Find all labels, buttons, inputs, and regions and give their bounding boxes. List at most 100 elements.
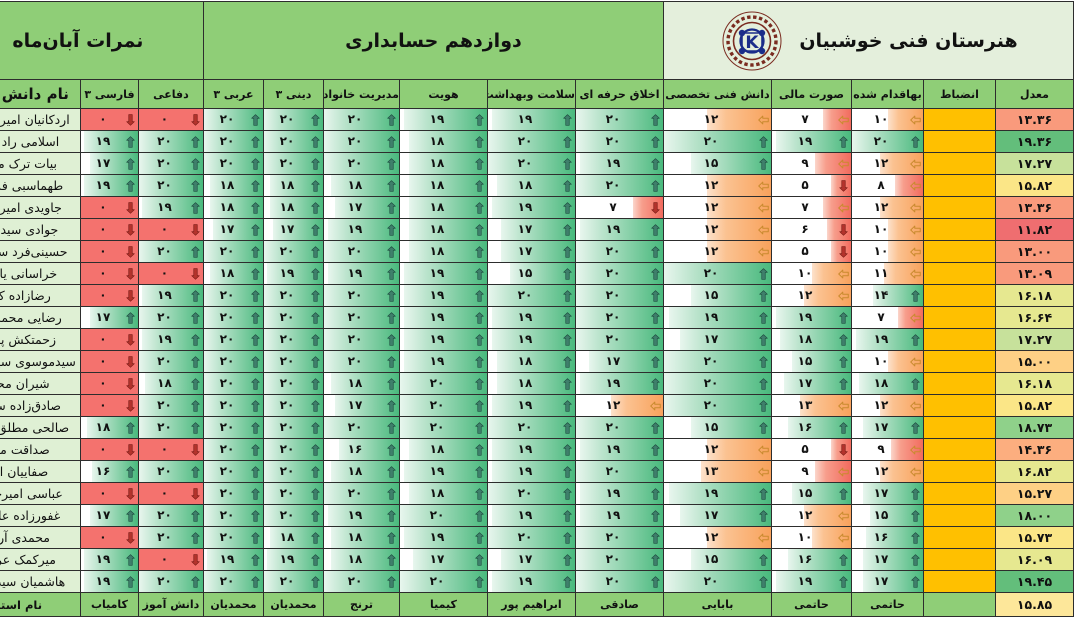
discipline-cell[interactable] bbox=[923, 218, 996, 241]
discipline-cell[interactable] bbox=[923, 460, 996, 483]
grade-cell-health[interactable]: ۲۰ bbox=[486, 482, 576, 505]
grade-cell-ethics[interactable]: ۷ bbox=[574, 196, 664, 219]
grade-cell-defense[interactable]: ۰ bbox=[137, 438, 204, 461]
grade-cell-farsi[interactable]: ۰ bbox=[79, 526, 139, 549]
teacher-farsi[interactable]: کامیاب bbox=[79, 592, 139, 617]
grade-cell-defense[interactable]: ۲۰ bbox=[137, 306, 204, 329]
grade-cell-finance[interactable]: ۱۲ bbox=[771, 504, 852, 527]
grade-cell-family[interactable]: ۱۸ bbox=[322, 526, 400, 549]
grade-cell-identity[interactable]: ۲۰ bbox=[398, 504, 488, 527]
discipline-cell[interactable] bbox=[923, 196, 996, 219]
grade-cell-health[interactable]: ۱۹ bbox=[486, 504, 576, 527]
grade-cell-beha[interactable]: ۸ bbox=[851, 174, 924, 197]
grade-cell-health[interactable]: ۱۷ bbox=[486, 548, 576, 571]
grade-cell-farsi[interactable]: ۱۹ bbox=[79, 548, 139, 571]
grade-cell-defense[interactable]: ۲۰ bbox=[137, 526, 204, 549]
grade-cell-techknow[interactable]: ۲۰ bbox=[662, 130, 773, 153]
grade-cell-arabic[interactable]: ۱۸ bbox=[202, 196, 264, 219]
grade-cell-religion[interactable]: ۲۰ bbox=[262, 394, 324, 417]
grade-cell-techknow[interactable]: ۱۵ bbox=[662, 152, 773, 175]
discipline-cell[interactable] bbox=[923, 570, 996, 593]
grade-cell-health[interactable]: ۱۸ bbox=[486, 350, 576, 373]
grade-cell-arabic[interactable]: ۲۰ bbox=[202, 460, 264, 483]
grade-cell-techknow[interactable]: ۲۰ bbox=[662, 570, 773, 593]
grade-cell-beha[interactable]: ۱۰ bbox=[851, 108, 924, 131]
grade-cell-identity[interactable]: ۱۸ bbox=[398, 130, 488, 153]
grade-cell-techknow[interactable]: ۱۵ bbox=[662, 416, 773, 439]
grade-cell-health[interactable]: ۲۰ bbox=[486, 284, 576, 307]
grade-cell-beha[interactable]: ۱۲ bbox=[851, 152, 924, 175]
grade-cell-beha[interactable]: ۱۴ bbox=[851, 284, 924, 307]
grade-cell-ethics[interactable]: ۱۹ bbox=[574, 438, 664, 461]
student-name-cell[interactable]: عباسی امیرحسین bbox=[0, 482, 81, 505]
grade-cell-defense[interactable]: ۲۰ bbox=[137, 394, 204, 417]
grade-cell-family[interactable]: ۱۸ bbox=[322, 548, 400, 571]
grade-cell-ethics[interactable]: ۱۹ bbox=[574, 372, 664, 395]
grade-cell-farsi[interactable]: ۰ bbox=[79, 372, 139, 395]
grade-cell-arabic[interactable]: ۲۰ bbox=[202, 108, 264, 131]
grade-cell-techknow[interactable]: ۲۰ bbox=[662, 262, 773, 285]
grade-cell-beha[interactable]: ۹ bbox=[851, 438, 924, 461]
grade-cell-identity[interactable]: ۲۰ bbox=[398, 372, 488, 395]
grade-cell-beha[interactable]: ۱۹ bbox=[851, 328, 924, 351]
grade-cell-techknow[interactable]: ۱۲ bbox=[662, 526, 773, 549]
grade-cell-religion[interactable]: ۱۷ bbox=[262, 218, 324, 241]
grade-cell-farsi[interactable]: ۰ bbox=[79, 262, 139, 285]
teacher-identity[interactable]: کیمیا bbox=[398, 592, 488, 617]
grade-cell-religion[interactable]: ۱۹ bbox=[262, 262, 324, 285]
grade-cell-farsi[interactable]: ۰ bbox=[79, 350, 139, 373]
grade-cell-beha[interactable]: ۷ bbox=[851, 306, 924, 329]
grade-cell-finance[interactable]: ۹ bbox=[771, 460, 852, 483]
grade-cell-beha[interactable]: ۱۸ bbox=[851, 372, 924, 395]
teacher-finance[interactable]: حاتمی bbox=[771, 592, 852, 617]
grade-cell-beha[interactable]: ۱۶ bbox=[851, 526, 924, 549]
grade-cell-farsi[interactable]: ۰ bbox=[79, 108, 139, 131]
grade-cell-identity[interactable]: ۱۹ bbox=[398, 328, 488, 351]
grade-cell-arabic[interactable]: ۲۰ bbox=[202, 328, 264, 351]
grade-cell-religion[interactable]: ۲۰ bbox=[262, 416, 324, 439]
grade-cell-finance[interactable]: ۱۰ bbox=[771, 262, 852, 285]
grade-cell-techknow[interactable]: ۱۵ bbox=[662, 548, 773, 571]
grade-cell-beha[interactable]: ۱۰ bbox=[851, 218, 924, 241]
grade-cell-finance[interactable]: ۷ bbox=[771, 108, 852, 131]
grade-cell-religion[interactable]: ۲۰ bbox=[262, 372, 324, 395]
grade-cell-finance[interactable]: ۱۹ bbox=[771, 306, 852, 329]
grade-cell-health[interactable]: ۲۰ bbox=[486, 526, 576, 549]
grade-cell-arabic[interactable]: ۱۸ bbox=[202, 174, 264, 197]
column-header-farsi[interactable]: فارسی ۳ bbox=[79, 79, 139, 109]
discipline-cell[interactable] bbox=[923, 394, 996, 417]
grade-cell-identity[interactable]: ۲۰ bbox=[398, 570, 488, 593]
grade-cell-arabic[interactable]: ۲۰ bbox=[202, 504, 264, 527]
discipline-cell[interactable] bbox=[923, 262, 996, 285]
grade-cell-family[interactable]: ۱۸ bbox=[322, 372, 400, 395]
student-name-cell[interactable]: صفاییان ایلیا bbox=[0, 460, 81, 483]
column-header-religion[interactable]: دینی ۳ bbox=[262, 79, 324, 109]
grade-cell-beha[interactable]: ۱۲ bbox=[851, 196, 924, 219]
grade-cell-defense[interactable]: ۱۹ bbox=[137, 284, 204, 307]
grade-cell-religion[interactable]: ۲۰ bbox=[262, 306, 324, 329]
grade-cell-ethics[interactable]: ۲۰ bbox=[574, 284, 664, 307]
grade-cell-defense[interactable]: ۰ bbox=[137, 262, 204, 285]
column-header-beha[interactable]: بهاقدام شده bbox=[851, 79, 924, 109]
grade-cell-health[interactable]: ۱۹ bbox=[486, 394, 576, 417]
grade-cell-health[interactable]: ۱۹ bbox=[486, 196, 576, 219]
grade-cell-religion[interactable]: ۲۰ bbox=[262, 130, 324, 153]
grade-cell-health[interactable]: ۱۷ bbox=[486, 218, 576, 241]
grade-cell-defense[interactable]: ۲۰ bbox=[137, 416, 204, 439]
grade-cell-family[interactable]: ۲۰ bbox=[322, 350, 400, 373]
grade-cell-ethics[interactable]: ۱۹ bbox=[574, 504, 664, 527]
grade-cell-health[interactable]: ۲۰ bbox=[486, 130, 576, 153]
teacher-arabic[interactable]: محمدیان bbox=[202, 592, 264, 617]
discipline-cell[interactable] bbox=[923, 438, 996, 461]
grade-cell-defense[interactable]: ۲۰ bbox=[137, 152, 204, 175]
grade-cell-health[interactable]: ۱۹ bbox=[486, 570, 576, 593]
grade-cell-family[interactable]: ۱۸ bbox=[322, 174, 400, 197]
grade-cell-finance[interactable]: ۱۰ bbox=[771, 526, 852, 549]
grade-cell-farsi[interactable]: ۱۸ bbox=[79, 416, 139, 439]
student-name-cell[interactable]: جوادی سیدعادل bbox=[0, 218, 81, 241]
grade-cell-arabic[interactable]: ۱۹ bbox=[202, 548, 264, 571]
grade-cell-beha[interactable]: ۱۱ bbox=[851, 262, 924, 285]
grade-cell-arabic[interactable]: ۲۰ bbox=[202, 482, 264, 505]
grade-cell-health[interactable]: ۲۰ bbox=[486, 416, 576, 439]
grade-cell-techknow[interactable]: ۱۲ bbox=[662, 108, 773, 131]
